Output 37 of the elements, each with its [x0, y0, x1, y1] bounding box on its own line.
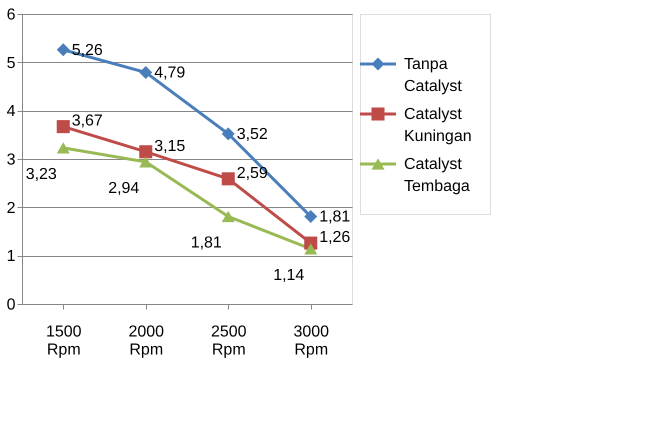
x-tick-label: 2000 Rpm [128, 324, 164, 358]
data-label: 5,26 [72, 42, 103, 59]
data-label: 2,94 [108, 180, 140, 197]
legend-label: Tanpa Catalyst [404, 56, 462, 95]
y-tick-label: 1 [6, 248, 16, 266]
data-label: 1,26 [319, 229, 350, 246]
legend-label: Catalyst Tembaga [404, 156, 470, 195]
point [56, 142, 70, 154]
data-label: 4,79 [154, 64, 186, 82]
data-label: 2,59 [236, 164, 268, 182]
y-tick-label: 5 [6, 54, 16, 72]
y-tick-label: 3 [6, 152, 16, 168]
point [222, 210, 235, 222]
y-tick-label: 6 [6, 6, 16, 24]
data-label: 1,81 [319, 208, 350, 226]
point [139, 145, 152, 158]
point [56, 43, 70, 56]
point [304, 243, 318, 255]
data-label: 3,52 [236, 126, 268, 143]
data-label: 3,15 [154, 138, 186, 155]
point [304, 210, 318, 224]
x-tick-label: 2500 Rpm [210, 324, 247, 358]
y-tick-label: 0 [6, 296, 16, 314]
data-label: 3,23 [26, 166, 57, 183]
point [139, 66, 152, 79]
point [139, 156, 152, 168]
point [222, 127, 235, 140]
x-tick-label: 3000 Rpm [293, 324, 330, 358]
data-label: 1,81 [190, 234, 222, 252]
y-tick-label: 2 [6, 200, 16, 217]
point [56, 120, 70, 134]
legend-label: Catalyst Kuningan [404, 106, 472, 145]
x-tick-label: 1500 Rpm [46, 324, 82, 358]
data-label: 3,67 [72, 112, 103, 130]
y-tick-label: 4 [6, 103, 16, 120]
point [222, 172, 235, 186]
data-label: 1,14 [273, 266, 304, 284]
